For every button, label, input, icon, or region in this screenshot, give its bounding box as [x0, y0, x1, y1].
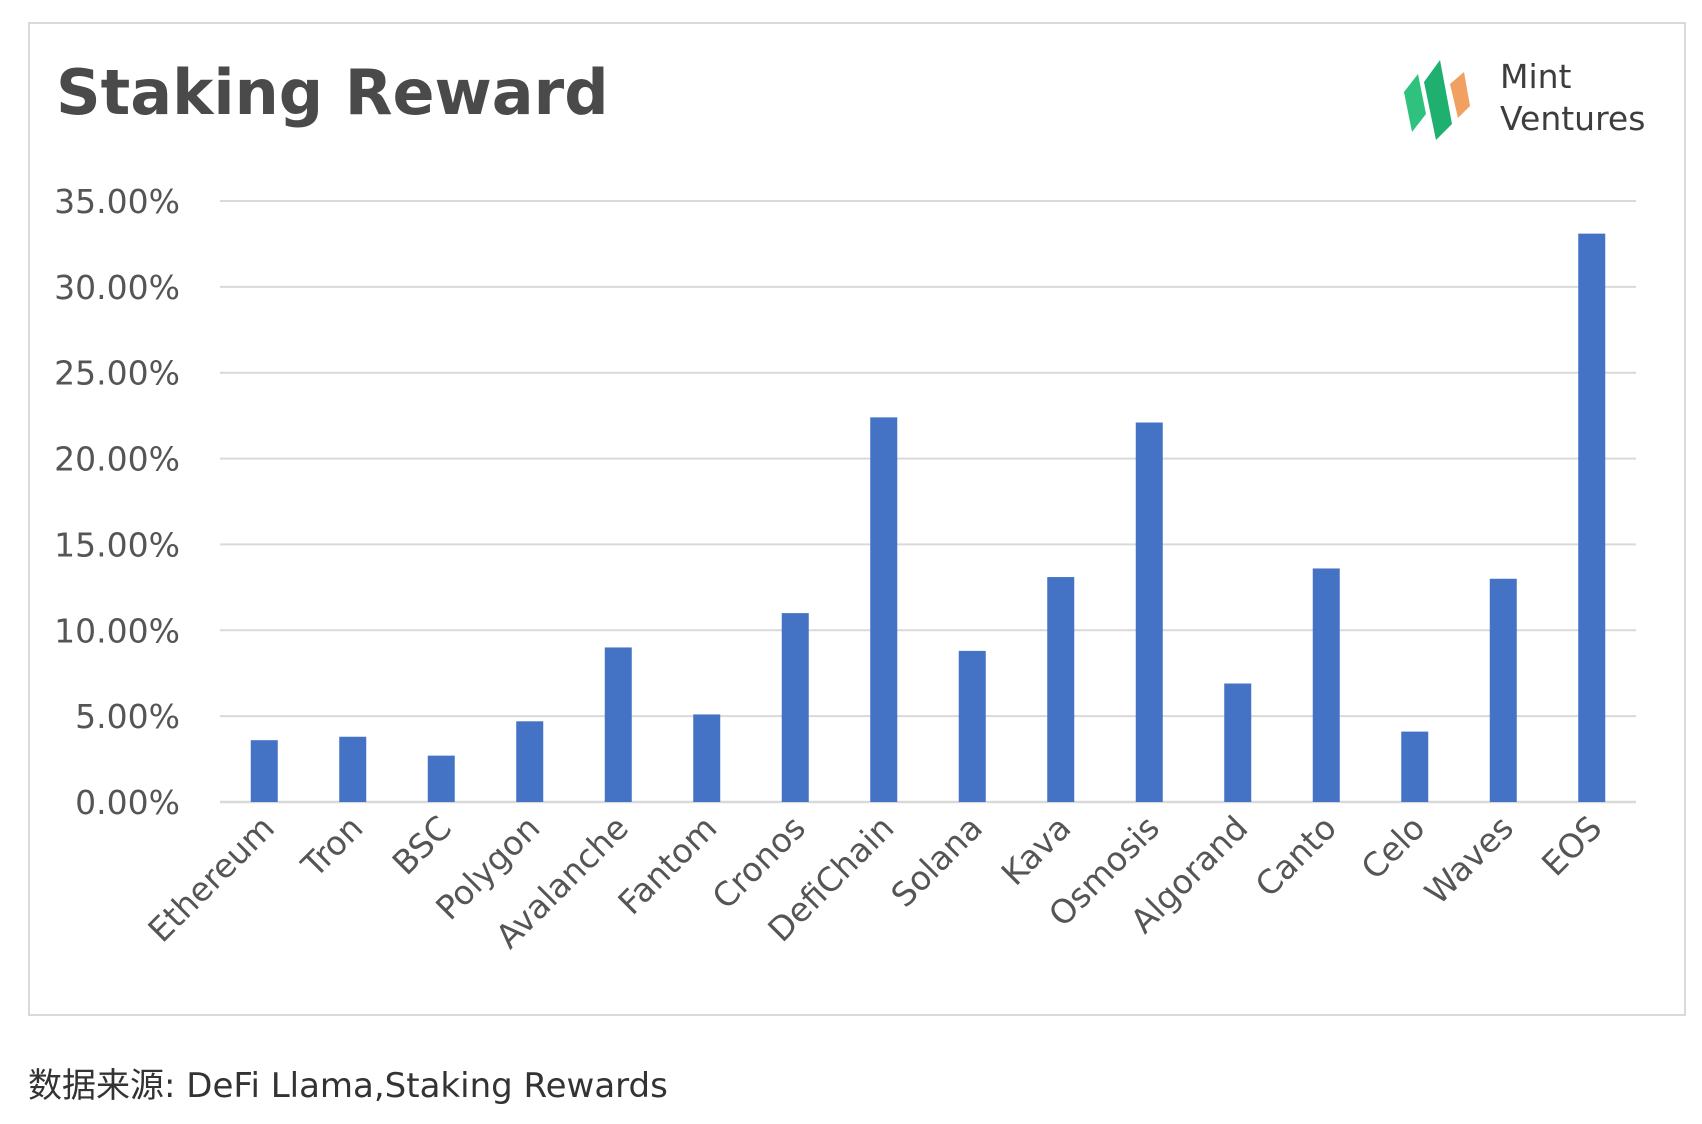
- y-tick-label: 20.00%: [54, 440, 180, 479]
- bar-defichain: [870, 417, 898, 802]
- mint-ventures-logo-icon: [1404, 60, 1470, 140]
- data-source-note: 数据来源: DeFi Llama,Staking Rewards: [28, 1066, 668, 1106]
- bar-fantom: [693, 714, 721, 802]
- x-tick-label: Ethereum: [140, 808, 282, 950]
- x-tick-label: Tron: [293, 808, 370, 885]
- bar-ethereum: [250, 740, 278, 802]
- bar-canto: [1312, 568, 1340, 802]
- y-tick-label: 10.00%: [54, 611, 180, 650]
- bar-chart: 0.00% 5.00% 10.00% 15.00% 20.00% 25.00% 30.00%…: [54, 182, 1636, 956]
- gridlines: [220, 200, 1636, 804]
- x-tick-label: BSC: [385, 808, 459, 882]
- bar-solana: [958, 650, 986, 802]
- x-tick-label: Solana: [883, 808, 990, 915]
- logo-text-ventures: Ventures: [1500, 99, 1646, 138]
- bar-osmosis: [1135, 422, 1163, 802]
- bars: [250, 233, 1606, 802]
- y-tick-label: 0.00%: [75, 783, 180, 822]
- y-axis-ticks: 0.00% 5.00% 10.00% 15.00% 20.00% 25.00% 30.00%…: [54, 182, 180, 822]
- x-tick-label: Celo: [1353, 808, 1432, 887]
- bar-polygon: [516, 721, 544, 802]
- y-tick-label: 25.00%: [54, 354, 180, 393]
- bar-avalanche: [604, 647, 632, 802]
- chart-title: Staking Reward: [56, 56, 609, 129]
- x-axis-ticks: Ethereum Tron BSCPolygonAvalancheFantomCro…: [140, 808, 1609, 956]
- x-tick-label: Fantom: [610, 808, 724, 922]
- bar-eos: [1578, 233, 1606, 802]
- x-tick-label: Waves: [1417, 808, 1521, 912]
- bar-bsc: [427, 755, 455, 802]
- x-tick-label: Kava: [994, 808, 1079, 893]
- y-tick-label: 35.00%: [54, 182, 180, 221]
- x-tick-label: EOS: [1534, 808, 1610, 884]
- logo-text-mint: Mint: [1500, 57, 1572, 96]
- y-tick-label: 15.00%: [54, 525, 180, 564]
- bar-kava: [1047, 577, 1075, 802]
- bar-celo: [1401, 731, 1429, 802]
- brand-logo: Mint Ventures: [1396, 54, 1666, 144]
- bar-tron: [339, 736, 367, 802]
- y-tick-label: 5.00%: [75, 697, 180, 736]
- chart-frame: [28, 22, 1686, 1016]
- bar-waves: [1489, 578, 1517, 802]
- bar-cronos: [781, 613, 809, 802]
- x-tick-label: Canto: [1248, 808, 1344, 904]
- bar-algorand: [1224, 683, 1252, 802]
- y-tick-label: 30.00%: [54, 268, 180, 307]
